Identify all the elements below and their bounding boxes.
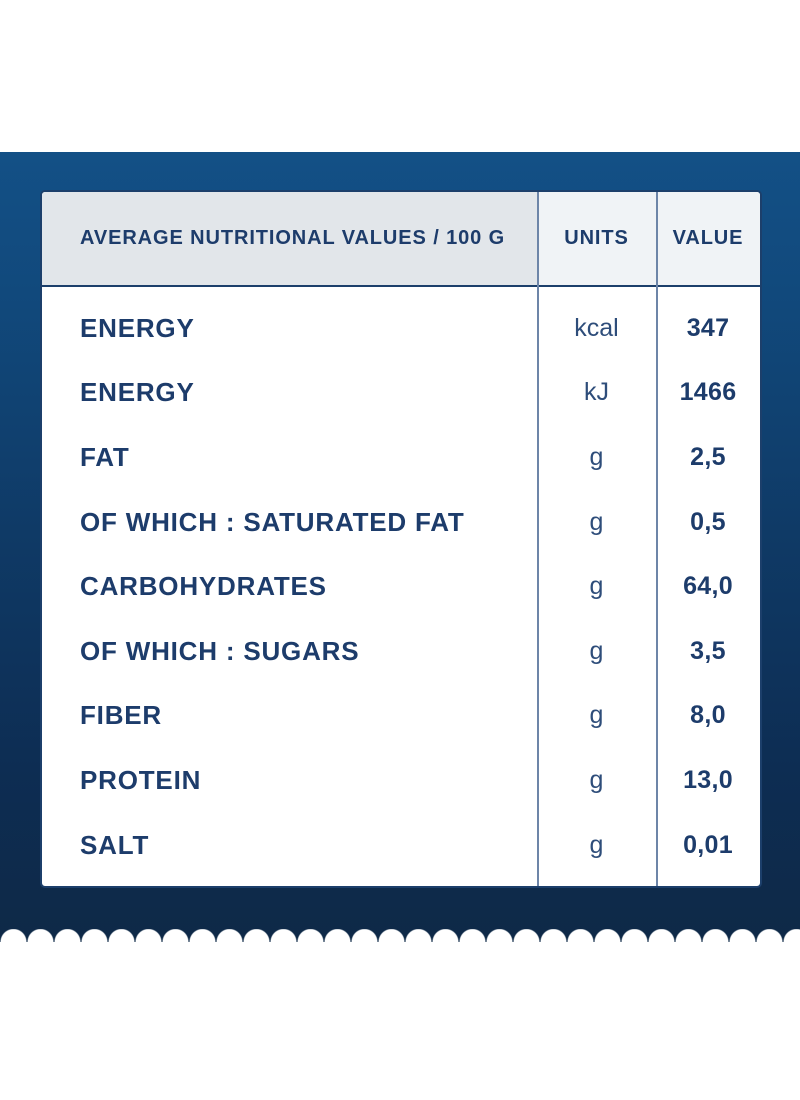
table-row: OF WHICH : SUGARS g 3,5 <box>42 619 760 684</box>
table-row: SALT g 0,01 <box>42 813 760 878</box>
table-row: FAT g 2,5 <box>42 425 760 490</box>
nutrient-units: g <box>589 830 604 859</box>
nutrient-units: g <box>589 701 604 730</box>
nutrient-label: CARBOHYDRATES <box>80 571 327 602</box>
table-row: ENERGY kcal 347 <box>42 296 760 361</box>
nutrient-label: FAT <box>80 441 130 472</box>
nutrition-facts-table: AVERAGE NUTRITIONAL VALUES / 100 G UNITS… <box>40 190 762 888</box>
nutrient-units: g <box>589 765 604 794</box>
table-header-row: AVERAGE NUTRITIONAL VALUES / 100 G UNITS… <box>42 192 760 287</box>
table-body: ENERGY kcal 347 ENERGY kJ 1466 FAT g 2,5… <box>42 287 760 877</box>
nutrient-units: kcal <box>574 313 619 342</box>
nutrient-units: g <box>589 636 604 665</box>
header-cell-units: UNITS <box>537 192 656 285</box>
value-column-header: VALUE <box>672 227 744 249</box>
nutrient-label: ENERGY <box>80 377 195 408</box>
units-column-header: UNITS <box>564 227 629 249</box>
nutrient-label: FIBER <box>80 700 162 731</box>
blue-background-panel: AVERAGE NUTRITIONAL VALUES / 100 G UNITS… <box>0 152 800 942</box>
header-cell-value: VALUE <box>656 192 760 285</box>
header-cell-title: AVERAGE NUTRITIONAL VALUES / 100 G <box>42 192 537 285</box>
nutrient-units: g <box>589 572 604 601</box>
nutrient-units: g <box>589 507 604 536</box>
nutrient-units: kJ <box>584 378 609 407</box>
table-row: CARBOHYDRATES g 64,0 <box>42 554 760 619</box>
table-title: AVERAGE NUTRITIONAL VALUES / 100 G <box>80 227 506 249</box>
table-row: FIBER g 8,0 <box>42 684 760 749</box>
table-row: OF WHICH : SATURATED FAT g 0,5 <box>42 490 760 555</box>
nutrient-value: 3,5 <box>690 636 726 665</box>
nutrient-label: OF WHICH : SATURATED FAT <box>80 506 465 537</box>
nutrient-units: g <box>589 442 604 471</box>
nutrient-value: 1466 <box>679 378 737 407</box>
nutrient-label: OF WHICH : SUGARS <box>80 635 360 666</box>
nutrient-label: SALT <box>80 829 150 860</box>
table-row: PROTEIN g 13,0 <box>42 748 760 813</box>
nutrient-value: 8,0 <box>690 701 726 730</box>
table-row: ENERGY kJ 1466 <box>42 361 760 426</box>
nutrient-label: PROTEIN <box>80 764 202 795</box>
nutrient-value: 0,5 <box>690 507 726 536</box>
nutrient-value: 2,5 <box>690 442 726 471</box>
column-divider-2 <box>656 192 658 886</box>
nutrient-value: 347 <box>686 313 730 342</box>
scalloped-bottom-edge <box>0 929 800 942</box>
nutrient-value: 13,0 <box>683 765 733 794</box>
nutrient-value: 64,0 <box>683 572 733 601</box>
nutrient-value: 0,01 <box>683 830 733 859</box>
column-divider-1 <box>537 192 539 886</box>
nutrient-label: ENERGY <box>80 312 195 343</box>
